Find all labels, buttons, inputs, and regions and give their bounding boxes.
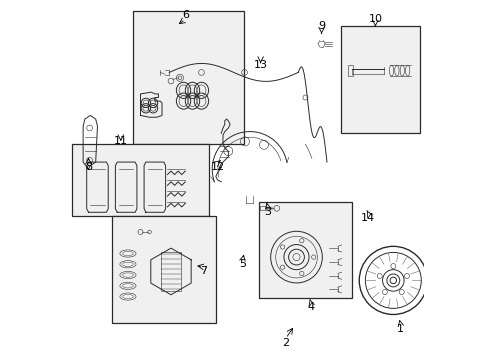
Bar: [161, 252, 180, 291]
Text: 9: 9: [317, 21, 325, 31]
Text: 14: 14: [361, 213, 374, 222]
Text: 12: 12: [210, 162, 224, 172]
Text: 1: 1: [396, 324, 403, 334]
Text: 5: 5: [239, 259, 245, 269]
Bar: [133, 12, 244, 144]
Bar: [112, 216, 215, 323]
Text: 4: 4: [306, 302, 314, 312]
Text: 10: 10: [367, 14, 382, 24]
Bar: [348, 65, 352, 76]
Text: 13: 13: [253, 60, 267, 70]
Text: 6: 6: [182, 10, 188, 20]
Bar: [72, 144, 208, 216]
Text: 2: 2: [282, 338, 289, 348]
Text: 7: 7: [199, 266, 206, 276]
Bar: [258, 202, 351, 298]
Text: 8: 8: [85, 162, 92, 172]
Bar: [341, 26, 419, 134]
Text: 11: 11: [114, 136, 127, 145]
Text: 3: 3: [264, 207, 271, 217]
Bar: [260, 206, 266, 211]
